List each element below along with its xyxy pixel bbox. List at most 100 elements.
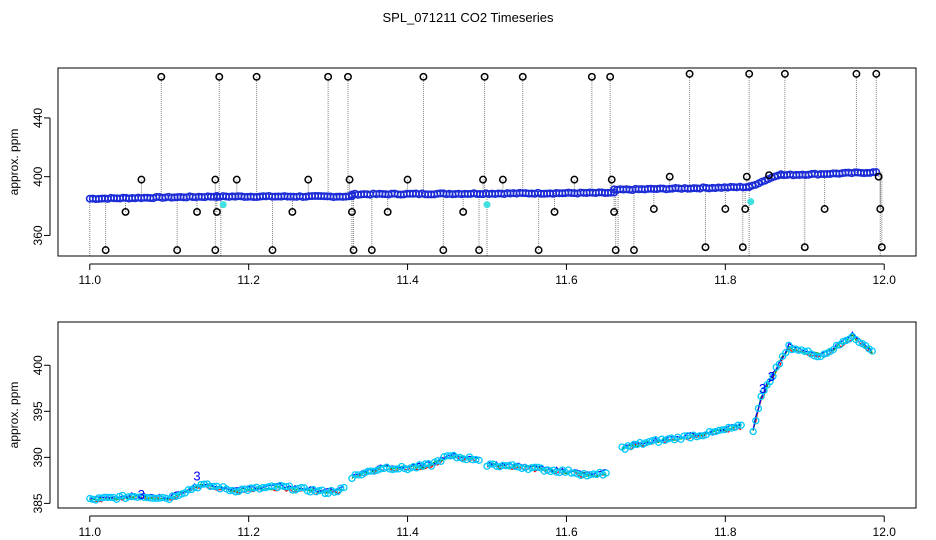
outlier-point [211, 175, 220, 184]
outlier-point [872, 69, 881, 78]
series-point-5 [754, 404, 763, 413]
outlier-point [137, 175, 146, 184]
outlier-point [345, 175, 354, 184]
x-tick-label: 11.6 [555, 273, 578, 287]
series-point-4 [708, 428, 717, 436]
series-point-4 [680, 432, 688, 440]
series-point-3 [511, 462, 520, 471]
outlier-point [480, 72, 489, 81]
outlier-point [518, 72, 527, 81]
top-panel: 11.0 11.2 11.4 11.6 11.8 12.0 360 400 440 approx.… [7, 67, 917, 287]
outlier-point [304, 175, 313, 184]
outlier-point [252, 72, 261, 81]
outlier-point [347, 207, 356, 216]
outlier-point [610, 207, 619, 216]
outlier-point [742, 172, 751, 181]
outlier-point [780, 69, 789, 78]
series-point-5 [775, 360, 784, 368]
series-point-4 [728, 424, 736, 432]
outlier-point [611, 246, 620, 255]
series-point-4 [737, 421, 745, 429]
outlier-point [701, 243, 710, 252]
outlier-point [685, 69, 694, 78]
outlier-point [268, 246, 277, 255]
x-tick-label: 11.2 [237, 525, 260, 539]
x-tick-label: 12.0 [873, 525, 897, 539]
x-tick-label: 11.2 [237, 273, 260, 287]
series-point-5 [757, 392, 765, 401]
outlier-point [232, 175, 241, 184]
y-tick-label: 385 [31, 493, 45, 513]
series-point-5 [752, 417, 760, 425]
series-point-2 [459, 455, 467, 463]
series-point-1 [210, 482, 218, 491]
outlier-point [212, 207, 221, 216]
flagged-point [483, 201, 491, 209]
series-point-3 [589, 470, 598, 478]
outlier-point [498, 175, 507, 184]
outlier-point [439, 246, 448, 255]
x-tick-label: 11.0 [79, 525, 102, 539]
point-label: 3 [768, 369, 775, 384]
y-axis-title: approx. ppm [7, 382, 21, 449]
outlier-point [288, 207, 297, 216]
series-point-2 [434, 457, 442, 465]
series-point-1 [321, 489, 329, 498]
series-point-2 [354, 471, 362, 479]
series-point-4 [734, 421, 742, 429]
outlier-point [745, 69, 754, 78]
series-point-1 [282, 483, 291, 491]
series-point-1 [200, 480, 208, 488]
series-point-5 [801, 347, 809, 356]
series-point-5 [766, 378, 774, 386]
series-point-2 [391, 465, 400, 473]
x-tick-label: 11.8 [714, 273, 737, 287]
series-point-1 [330, 488, 339, 496]
outlier-point [606, 72, 615, 81]
flagged-point [747, 198, 755, 206]
y-tick-label: 400 [31, 166, 45, 186]
x-tick-label: 11.4 [396, 525, 419, 539]
series-point-5 [839, 337, 847, 346]
outlier-point [877, 243, 886, 252]
outlier-point [800, 243, 809, 252]
plot-frame [57, 67, 917, 257]
outlier-point [367, 246, 376, 255]
series-point-5 [782, 349, 790, 357]
series-point-4 [642, 439, 650, 447]
outlier-point [344, 72, 352, 81]
y-tick-label: 360 [31, 225, 45, 245]
data-point [869, 168, 878, 177]
point-label: 3 [138, 487, 145, 502]
series-point-1 [340, 483, 348, 492]
flagged-point [219, 201, 227, 209]
outlier-point [876, 205, 885, 213]
series-point-1 [178, 490, 186, 498]
outlier-point [215, 72, 224, 81]
x-tick-label: 12.0 [873, 273, 897, 287]
outlier-point [383, 207, 392, 216]
y-tick-label: 390 [31, 447, 45, 467]
plot-frame [57, 321, 917, 509]
x-tick-label: 11.8 [714, 525, 737, 539]
series-point-5 [760, 386, 768, 395]
series-point-4 [699, 432, 707, 440]
series-point-3 [534, 463, 542, 471]
outlier-point [665, 172, 674, 181]
outlier-point [349, 246, 358, 255]
outlier-point [121, 207, 130, 216]
outlier-point [550, 207, 559, 216]
series-point-5 [749, 427, 757, 436]
series-point-1 [159, 493, 167, 502]
outlier-point [738, 243, 747, 252]
point-label: 3 [759, 381, 766, 396]
series-point-5 [769, 372, 777, 380]
series-point-1 [184, 486, 192, 494]
outlier-point [741, 205, 750, 213]
series-point-2 [472, 455, 480, 464]
series-point-2 [446, 452, 455, 460]
series-point-3 [602, 469, 610, 477]
series-point-1 [190, 483, 199, 492]
x-tick-label: 11.4 [396, 273, 419, 287]
